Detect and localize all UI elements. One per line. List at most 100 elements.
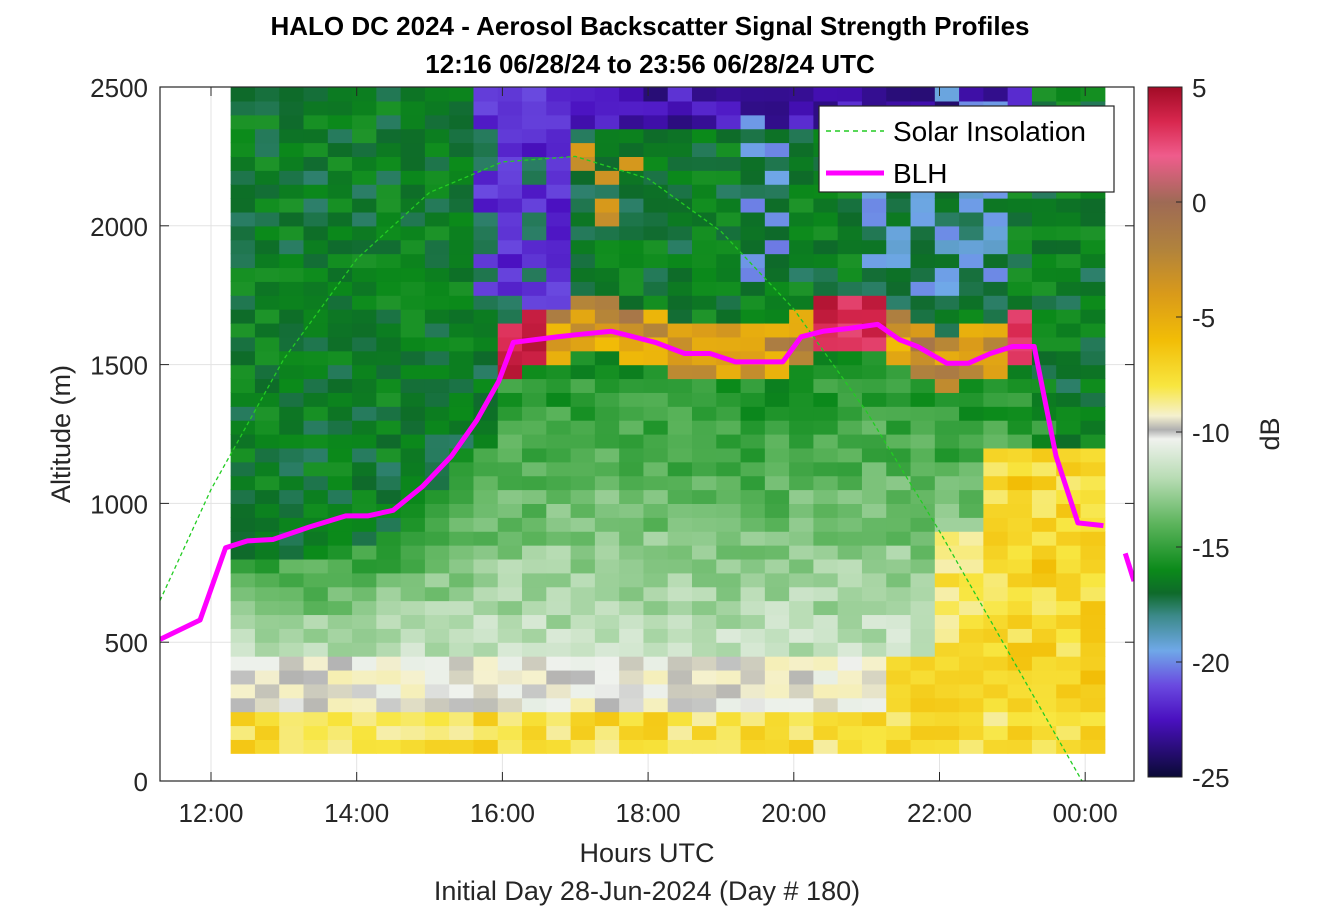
heatmap-cell xyxy=(764,461,790,477)
heatmap-cell xyxy=(424,558,450,574)
heatmap-cell xyxy=(449,281,475,296)
heatmap-cell xyxy=(1056,392,1082,407)
heatmap-cell xyxy=(764,739,790,754)
heatmap-cell xyxy=(497,239,523,255)
heatmap-cell xyxy=(692,600,717,616)
heatmap-cell xyxy=(497,142,523,157)
heatmap-cell xyxy=(667,128,693,144)
heatmap-cell xyxy=(594,739,620,754)
heatmap-cell xyxy=(740,142,766,157)
heatmap-cell xyxy=(861,364,887,380)
heatmap-cell xyxy=(230,378,256,393)
heatmap-cell xyxy=(861,531,887,546)
heatmap-cell xyxy=(449,656,475,671)
heatmap-cell xyxy=(934,558,960,574)
heatmap-cell xyxy=(764,87,790,102)
heatmap-cell xyxy=(522,420,547,435)
heatmap-cell xyxy=(400,545,426,560)
heatmap-cell xyxy=(861,614,887,629)
heatmap-cell xyxy=(643,295,669,310)
heatmap-cell xyxy=(327,406,353,421)
heatmap-cell xyxy=(740,336,766,352)
heatmap-cell xyxy=(861,295,887,310)
heatmap-cell xyxy=(959,475,984,491)
heatmap-cell xyxy=(1007,725,1033,740)
heatmap-cell xyxy=(959,711,984,727)
heatmap-cell xyxy=(837,475,863,491)
heatmap-cell xyxy=(497,461,523,477)
heatmap-cell xyxy=(619,225,645,241)
heatmap-cell xyxy=(376,572,402,588)
heatmap-cell xyxy=(424,142,450,157)
heatmap-cell xyxy=(400,503,426,518)
heatmap-cell xyxy=(352,683,377,699)
heatmap-cell xyxy=(230,239,256,255)
heatmap-cell xyxy=(934,503,960,518)
heatmap-cell xyxy=(254,669,280,685)
heatmap-cell xyxy=(886,517,912,532)
heatmap-cell xyxy=(570,711,596,727)
heatmap-cell xyxy=(692,545,717,560)
heatmap-cell xyxy=(910,711,936,727)
heatmap-cell xyxy=(1080,434,1106,449)
heatmap-cell xyxy=(230,614,256,629)
heatmap-cell xyxy=(910,656,936,671)
heatmap-cell xyxy=(667,156,693,171)
y-tick-label: 1000 xyxy=(90,489,148,519)
heatmap-cell xyxy=(352,378,377,393)
heatmap-cell xyxy=(473,531,499,546)
heatmap-cell xyxy=(716,628,742,643)
heatmap-cell xyxy=(449,503,475,518)
heatmap-cell xyxy=(376,669,402,685)
heatmap-cell xyxy=(959,336,984,352)
heatmap-cell xyxy=(327,711,353,727)
heatmap-cell xyxy=(254,100,280,116)
heatmap-cell xyxy=(473,725,499,740)
heatmap-cell xyxy=(813,656,839,671)
heatmap-cell xyxy=(813,434,839,449)
heatmap-cell xyxy=(1031,586,1057,602)
heatmap-cell xyxy=(934,239,960,255)
heatmap-cell xyxy=(497,406,523,421)
heatmap-cell xyxy=(449,614,475,629)
heatmap-cell xyxy=(522,350,547,366)
heatmap-cell xyxy=(279,739,305,754)
heatmap-cell xyxy=(254,434,280,449)
heatmap-cell xyxy=(473,475,499,491)
heatmap-cell xyxy=(279,683,305,699)
heatmap-cell xyxy=(424,711,450,727)
heatmap-cell xyxy=(789,461,814,477)
heatmap-cell xyxy=(254,253,280,269)
heatmap-cell xyxy=(861,392,887,407)
heatmap-cell xyxy=(1031,683,1057,699)
heatmap-cell xyxy=(1007,239,1033,255)
heatmap-cell xyxy=(254,211,280,227)
heatmap-cell xyxy=(910,461,936,477)
heatmap-cell xyxy=(327,184,353,199)
heatmap-cell xyxy=(1080,656,1106,671)
heatmap-cell xyxy=(1056,350,1082,366)
heatmap-cell xyxy=(667,114,693,130)
heatmap-cell xyxy=(1080,683,1106,699)
heatmap-cell xyxy=(594,725,620,740)
heatmap-cell xyxy=(643,475,669,491)
heatmap-cell xyxy=(716,461,742,477)
heatmap-cell xyxy=(959,572,984,588)
heatmap-cell xyxy=(522,447,547,463)
heatmap-cell xyxy=(497,170,523,185)
heatmap-cell xyxy=(667,656,693,671)
heatmap-cell xyxy=(643,697,669,713)
heatmap-cell xyxy=(400,142,426,157)
heatmap-cell xyxy=(376,656,402,671)
heatmap-cell xyxy=(424,683,450,699)
heatmap-cell xyxy=(400,586,426,602)
heatmap-cell xyxy=(327,614,353,629)
heatmap-cell xyxy=(352,198,377,213)
heatmap-cell xyxy=(764,114,790,130)
heatmap-cell xyxy=(740,545,766,560)
heatmap-cell xyxy=(254,87,280,102)
heatmap-cell xyxy=(934,697,960,713)
heatmap-cell xyxy=(667,267,693,282)
heatmap-cell xyxy=(449,170,475,185)
heatmap-cell xyxy=(570,420,596,435)
